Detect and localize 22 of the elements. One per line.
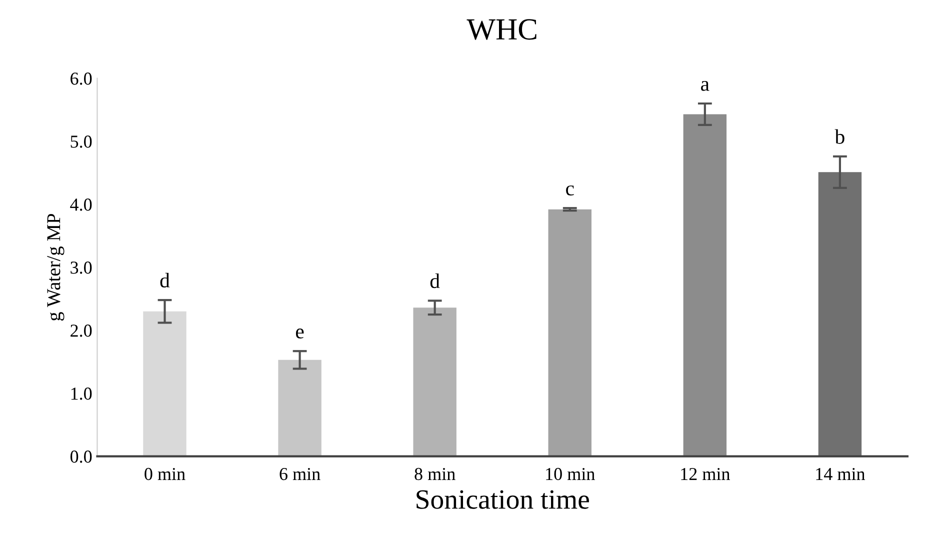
y-tick-label: 2.0 xyxy=(70,324,92,337)
y-axis-title: g Water/g MP xyxy=(47,214,64,321)
y-tick-label: 5.0 xyxy=(70,136,92,148)
x-tick-label: 8 min xyxy=(414,468,456,480)
y-tick-label: 3.0 xyxy=(70,262,92,274)
x-tick-label: 0 min xyxy=(144,468,186,480)
x-axis-title: Sonication time xyxy=(416,490,589,509)
annotation: c xyxy=(566,185,574,196)
annotation: e xyxy=(296,328,304,339)
x-tick-label: 10 min xyxy=(546,468,595,480)
x-tick-label: 14 min xyxy=(816,468,866,480)
annotation: b xyxy=(834,129,844,144)
x-tick-label: 6 min xyxy=(280,468,320,480)
y-tick-label: 6.0 xyxy=(70,72,92,85)
annotation: d xyxy=(160,272,170,288)
y-tick-label: 1.0 xyxy=(71,388,92,400)
annotation: a xyxy=(701,80,710,91)
y-tick-label: 4.0 xyxy=(70,198,92,211)
y-tick-label: 0.0 xyxy=(70,450,92,463)
annotation: d xyxy=(430,273,440,288)
chart-title: WHC xyxy=(466,19,536,40)
x-tick-label: 12 min xyxy=(681,468,730,480)
